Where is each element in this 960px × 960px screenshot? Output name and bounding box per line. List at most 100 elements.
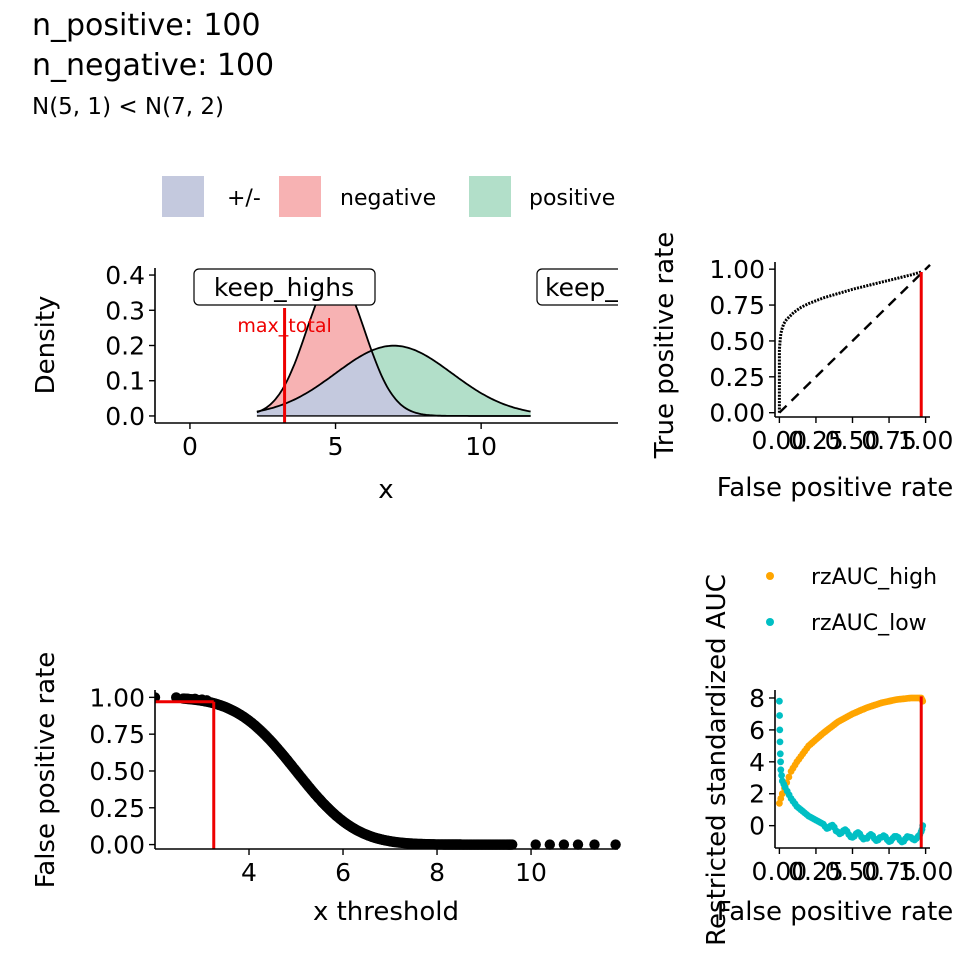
roc-y-tick-label: 0.75 xyxy=(709,291,765,320)
rzauc-point-rzAUC_high xyxy=(785,773,793,781)
fpr-point xyxy=(558,839,570,850)
roc-plot-area xyxy=(777,264,931,417)
density-x-tick-label: 10 xyxy=(465,432,497,461)
roc-axes: 0.000.250.500.751.000.000.250.500.751.00… xyxy=(650,232,953,503)
fpr-axes: 4 6 8 10 0.00 0.25 0.50 0.75 1.00 x threshold Fals… xyxy=(31,652,618,927)
rzauc-point-rzAUC_low xyxy=(778,772,785,779)
fpr-y-tick-label: 0.25 xyxy=(89,794,145,823)
density-legend: +/- negative positive xyxy=(162,176,615,217)
rzauc-plot-area xyxy=(776,694,927,848)
density-x-tick-label: 5 xyxy=(328,432,344,461)
rzauc-point-rzAUC_low xyxy=(776,750,784,758)
roc-y-tick-label: 1.00 xyxy=(709,255,765,284)
rzauc-x-tick-label: 0.50 xyxy=(825,857,881,886)
roc-diagonal xyxy=(778,264,931,414)
max-total-annotation: max_total xyxy=(237,315,331,337)
roc-y-axis-title: True positive rate xyxy=(650,232,680,460)
density-y-tick-label: 0.3 xyxy=(105,296,145,325)
fpr-y-tick-label: 0.00 xyxy=(89,831,145,860)
density-negative-area xyxy=(256,275,531,416)
density-y-axis-title: Density xyxy=(31,296,61,395)
rzauc-y-tick-label: 6 xyxy=(749,716,765,745)
density-legend-key-positive xyxy=(469,176,511,217)
rzauc-point-rzAUC_low xyxy=(776,712,783,719)
rzauc-point-rzAUC_low xyxy=(776,697,783,705)
density-positive-area xyxy=(256,345,531,416)
roc-x-tick-label: 0.75 xyxy=(861,426,917,455)
fpr-point xyxy=(155,692,161,703)
fpr-x-tick-label: 8 xyxy=(429,858,445,887)
rzauc-x-tick-label: 0.00 xyxy=(752,857,808,886)
fpr-plot-area xyxy=(155,692,621,850)
rzauc-y-axis-title: Restricted standardized AUC xyxy=(702,574,732,946)
rzauc-point-rzAUC_low xyxy=(776,726,784,734)
keep-lows-label-clipped: keep_ xyxy=(536,268,618,306)
fpr-point xyxy=(610,839,621,850)
roc-x-tick-label: 0.50 xyxy=(825,426,881,455)
roc-y-tick-label: 0.50 xyxy=(709,327,765,356)
fpr-point xyxy=(544,839,555,850)
fpr-y-tick-label: 1.00 xyxy=(89,683,145,712)
roc-curve xyxy=(777,270,922,413)
fpr-y-axis-title: False positive rate xyxy=(31,652,61,889)
keep-highs-label-box xyxy=(193,268,376,306)
density-x-axis-title: x xyxy=(378,475,393,505)
rzauc-point-rzAUC_low xyxy=(776,738,784,746)
title-n-positive: n_positive: 100 xyxy=(32,8,261,43)
fpr-point xyxy=(530,839,541,850)
rzauc-legend-label: rzAUC_low xyxy=(811,611,927,636)
fpr-x-tick-label: 6 xyxy=(335,858,351,887)
fpr-point xyxy=(572,839,584,850)
rzauc-x-tick-label: 0.75 xyxy=(861,857,917,886)
keep-highs-label: keep_highs xyxy=(193,268,376,306)
fpr-x-axis-title: x threshold xyxy=(313,897,459,927)
rzauc-legend-key xyxy=(766,618,774,626)
rzauc-legend-key xyxy=(766,572,774,580)
rzauc-x-axis-title: False positive rate xyxy=(717,897,954,927)
density-y-tick-label: 0.0 xyxy=(105,402,145,431)
roc-x-tick-label: 0.25 xyxy=(788,426,844,455)
title-n-negative: n_negative: 100 xyxy=(32,48,275,83)
keep-label-box xyxy=(536,268,618,306)
rzauc-y-tick-label: 2 xyxy=(749,780,765,809)
rzauc-legend-label: rzAUC_high xyxy=(811,565,937,590)
density-x-tick-label: 0 xyxy=(182,432,198,461)
density-y-tick-label: 0.2 xyxy=(105,332,145,361)
density-axes: 0 5 10 0.0 0.1 0.2 0.3 0.4 x Density xyxy=(31,261,618,505)
density-legend-key- xyxy=(162,176,204,217)
rzauc-point-rzAUC_low xyxy=(777,766,785,774)
rzauc-y-tick-label: 8 xyxy=(749,684,765,713)
density-legend-key-negative xyxy=(279,176,321,217)
fpr-y-tick-label: 0.50 xyxy=(89,757,145,786)
keep-label-text: keep_ xyxy=(545,273,618,302)
keep-highs-label-text: keep_highs xyxy=(214,273,354,302)
density-legend-label: +/- xyxy=(227,186,261,211)
fpr-x-tick-label: 10 xyxy=(515,858,547,887)
fpr-point xyxy=(507,839,518,850)
rzauc-legend: rzAUC_high rzAUC_low xyxy=(766,565,937,636)
roc-y-tick-label: 0.00 xyxy=(709,399,765,428)
fpr-x-tick-label: 4 xyxy=(241,858,257,887)
roc-y-tick-label: 0.25 xyxy=(709,363,765,392)
rzauc-y-tick-label: 0 xyxy=(749,812,765,841)
fpr-y-tick-label: 0.75 xyxy=(89,720,145,749)
fpr-point xyxy=(171,692,182,703)
subtitle-distributions: N(5, 1) < N(7, 2) xyxy=(32,94,224,120)
roc-x-tick-label: 1.00 xyxy=(898,426,954,455)
roc-x-axis-title: False positive rate xyxy=(717,473,954,503)
density-y-tick-label: 0.1 xyxy=(105,367,145,396)
rzauc-x-tick-label: 1.00 xyxy=(898,857,954,886)
density-legend-label: negative xyxy=(340,186,436,211)
fpr-point xyxy=(589,839,600,850)
roc-x-tick-label: 0.00 xyxy=(752,426,808,455)
rzauc-x-tick-label: 0.25 xyxy=(788,857,844,886)
density-plot-area: keep_highs keep_ max_total xyxy=(193,268,618,423)
density-overlap-area xyxy=(256,350,531,416)
density-y-tick-label: 0.4 xyxy=(105,261,145,290)
rzauc-axes: 0.000.250.500.751.00 0 2 4 6 8 False positive … xyxy=(702,574,953,946)
density-positive-line xyxy=(256,344,531,413)
rzauc-point-rzAUC_low xyxy=(777,758,784,766)
rzauc-y-tick-label: 4 xyxy=(749,748,765,777)
density-legend-label: positive xyxy=(529,186,615,211)
